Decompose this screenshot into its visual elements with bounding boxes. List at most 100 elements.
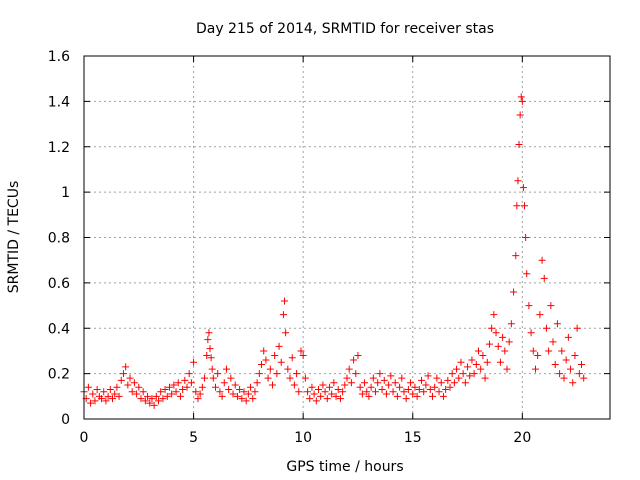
data-point [304, 388, 312, 396]
data-point [262, 356, 270, 364]
data-point [159, 395, 167, 403]
data-point [540, 274, 548, 282]
data-point [376, 370, 384, 378]
data-point [382, 390, 390, 398]
data-point [152, 392, 160, 400]
data-point [396, 383, 404, 391]
data-point [299, 351, 307, 359]
data-point [157, 388, 165, 396]
data-point [260, 347, 268, 355]
data-point [446, 383, 454, 391]
data-point [569, 379, 577, 387]
data-point [374, 379, 382, 387]
data-point [115, 392, 123, 400]
data-point [437, 379, 445, 387]
data-point [249, 395, 257, 403]
data-points [80, 93, 588, 409]
data-point [315, 386, 323, 394]
data-point [562, 356, 570, 364]
data-point [547, 302, 555, 310]
data-point [308, 383, 316, 391]
data-point [205, 329, 213, 337]
y-tick-label: 0 [61, 412, 70, 428]
data-point [553, 320, 561, 328]
data-point [113, 383, 121, 391]
data-point [244, 390, 252, 398]
data-point [455, 374, 463, 382]
data-point [488, 324, 496, 332]
data-point [150, 401, 158, 409]
data-point [172, 388, 180, 396]
data-point [404, 386, 412, 394]
data-point [369, 374, 377, 382]
data-point [496, 358, 504, 366]
data-point [251, 388, 259, 396]
data-point [457, 358, 465, 366]
data-point [194, 395, 202, 403]
chart-title: Day 215 of 2014, SRMTID for receiver sta… [196, 21, 494, 37]
data-point [534, 351, 542, 359]
x-tick-label: 0 [80, 430, 89, 446]
data-point [411, 383, 419, 391]
data-point [470, 370, 478, 378]
data-point [222, 365, 230, 373]
data-point [317, 392, 325, 400]
y-tick-label: 0.8 [48, 231, 70, 247]
data-point [343, 374, 351, 382]
data-point [477, 365, 485, 373]
data-point [479, 351, 487, 359]
data-point [516, 111, 524, 119]
data-point [264, 374, 272, 382]
data-point [126, 374, 134, 382]
data-point [507, 320, 515, 328]
data-point [468, 356, 476, 364]
data-point [510, 288, 518, 296]
data-point [268, 381, 276, 389]
x-tick-label: 5 [189, 430, 198, 446]
data-point [363, 388, 371, 396]
data-point [87, 399, 95, 407]
data-point [161, 386, 169, 394]
data-point [499, 333, 507, 341]
data-point [420, 388, 428, 396]
data-point [424, 372, 432, 380]
data-point [560, 374, 568, 382]
data-point [513, 202, 521, 210]
data-point [503, 365, 511, 373]
y-tick-label: 1 [61, 185, 70, 201]
data-point [485, 340, 493, 348]
data-point [148, 395, 156, 403]
data-point [295, 388, 303, 396]
data-point [89, 390, 97, 398]
data-point [281, 297, 289, 305]
data-point [339, 388, 347, 396]
data-point [418, 376, 426, 384]
data-point [155, 397, 163, 405]
data-point [341, 381, 349, 389]
data-point [293, 370, 301, 378]
data-point [538, 256, 546, 264]
data-point [247, 383, 255, 391]
data-point [575, 370, 583, 378]
data-point [201, 374, 209, 382]
data-point [144, 392, 152, 400]
data-point [301, 374, 309, 382]
data-point [525, 302, 533, 310]
data-point [347, 379, 355, 387]
data-point [494, 342, 502, 350]
data-point [402, 395, 410, 403]
data-point [330, 379, 338, 387]
data-point [428, 392, 436, 400]
data-point [141, 397, 149, 405]
data-point [542, 324, 550, 332]
data-point [240, 388, 248, 396]
data-point [549, 338, 557, 346]
data-point [435, 388, 443, 396]
data-point [527, 329, 535, 337]
data-point [192, 388, 200, 396]
data-point [187, 379, 195, 387]
data-point [306, 395, 314, 403]
data-point [332, 392, 340, 400]
data-point [409, 390, 417, 398]
